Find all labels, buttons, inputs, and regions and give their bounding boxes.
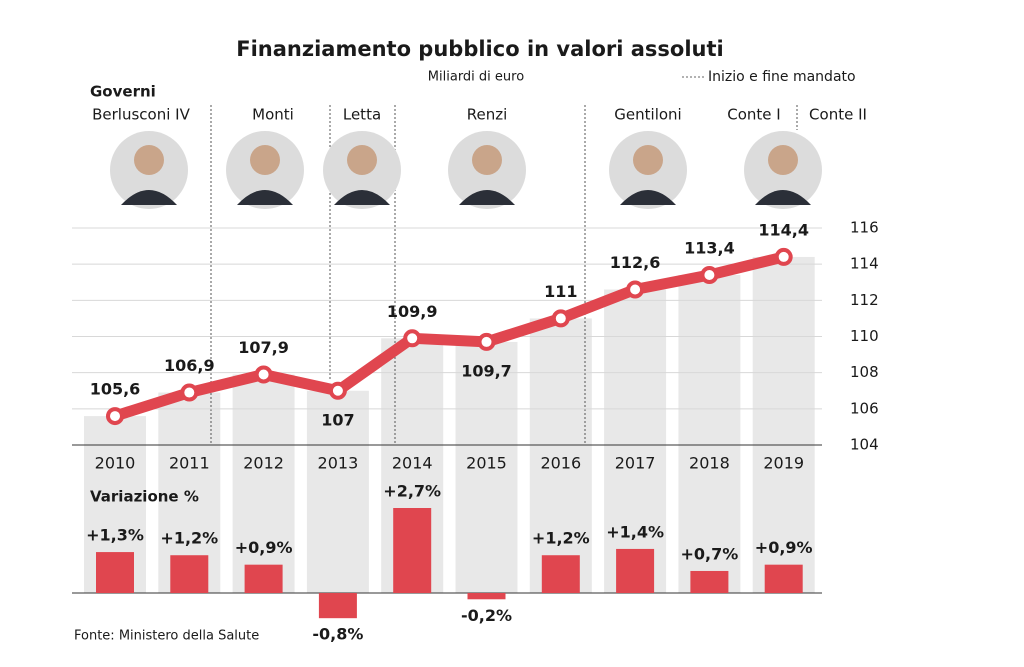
data-label: +1,2% [160,529,218,548]
x-tick-label: 2013 [318,454,359,473]
data-label: 113,4 [684,239,735,258]
government-label: Conte I [727,106,780,124]
y-tick-label: 106 [850,399,879,417]
data-label: 112,6 [610,253,661,272]
y-tick-label: 108 [850,363,879,381]
governments-heading: Governi [90,83,156,101]
bar [764,564,803,593]
portrait [110,131,188,209]
y-tick-label: 114 [850,255,879,273]
data-label: 109,7 [461,361,512,380]
portrait [609,131,687,209]
value-bar [232,374,295,593]
data-label: +1,3% [86,526,144,545]
data-label: 114,4 [758,220,809,239]
bar [616,548,655,593]
portrait-body [620,190,676,205]
legend-note: Inizio e fine mandato [708,69,856,85]
portrait-body [755,190,811,205]
point [551,309,570,328]
data-label: -0,2% [461,606,512,625]
point [328,381,347,400]
bar [467,593,506,600]
portrait-body [334,190,390,205]
value-bar [455,341,518,593]
data-label: +2,7% [383,482,441,501]
government-label: Berlusconi IV [92,106,190,124]
x-tick-label: 2017 [615,454,656,473]
portrait [448,131,526,209]
data-label: +1,2% [532,529,590,548]
government-label: Gentiloni [614,106,681,124]
data-label: +1,4% [606,522,664,541]
x-tick-label: 2019 [763,454,804,473]
portrait-head [472,145,502,175]
chart-subtitle: Miliardi di euro [428,70,524,85]
bar [96,552,134,593]
variation-title: Variazione % [90,488,199,506]
value-bar [604,289,667,593]
line [113,251,786,422]
x-tick-label: 2015 [466,454,507,473]
data-label: -0,8% [312,625,363,644]
point [774,247,793,266]
value-bar [529,318,592,593]
bar [541,555,580,593]
portrait [744,131,822,209]
data-label: 107 [321,410,354,429]
bar [318,593,357,619]
portrait-body [459,190,515,205]
bar [393,508,432,593]
portrait [323,131,401,209]
point [477,332,496,351]
government-label: Monti [252,106,294,124]
data-label: +0,9% [235,538,293,557]
data-label: +0,7% [681,544,739,563]
x-tick-label: 2012 [243,454,284,473]
portrait-head [347,145,377,175]
data-label: 107,9 [238,338,289,357]
data-label: +0,9% [755,538,813,557]
portrait-body [237,190,293,205]
y-tick-label: 110 [850,327,879,345]
value-bar [678,275,741,593]
y-tick-label: 112 [850,291,879,309]
point [180,383,199,402]
value-bar [752,256,815,593]
x-tick-label: 2014 [392,454,433,473]
x-tick-label: 2010 [95,454,136,473]
value-bar [306,390,369,593]
point [403,329,422,348]
portrait-head [134,145,164,175]
bar [170,555,209,593]
x-tick-label: 2016 [540,454,581,473]
portrait-body [121,190,177,205]
government-label: Renzi [467,106,508,124]
y-tick-label: 104 [850,436,879,454]
government-label: Letta [343,106,381,124]
y-tick-label: 116 [850,219,879,237]
point [700,266,719,285]
data-label: 106,9 [164,356,215,375]
portrait-head [250,145,280,175]
x-tick-label: 2018 [689,454,730,473]
point [254,365,273,384]
government-label: Conte II [809,106,867,124]
chart-title: Finanziamento pubblico in valori assolut… [236,37,723,61]
data-label: 109,9 [387,302,438,321]
bar [690,570,729,593]
x-tick-label: 2011 [169,454,210,473]
portrait-head [633,145,663,175]
data-label: 105,6 [90,380,141,399]
portrait [226,131,304,209]
point [106,407,124,426]
source: Fonte: Ministero della Salute [74,629,259,644]
portrait-head [768,145,798,175]
point [626,280,645,299]
bar [244,564,283,593]
data-label: 111 [544,282,577,301]
